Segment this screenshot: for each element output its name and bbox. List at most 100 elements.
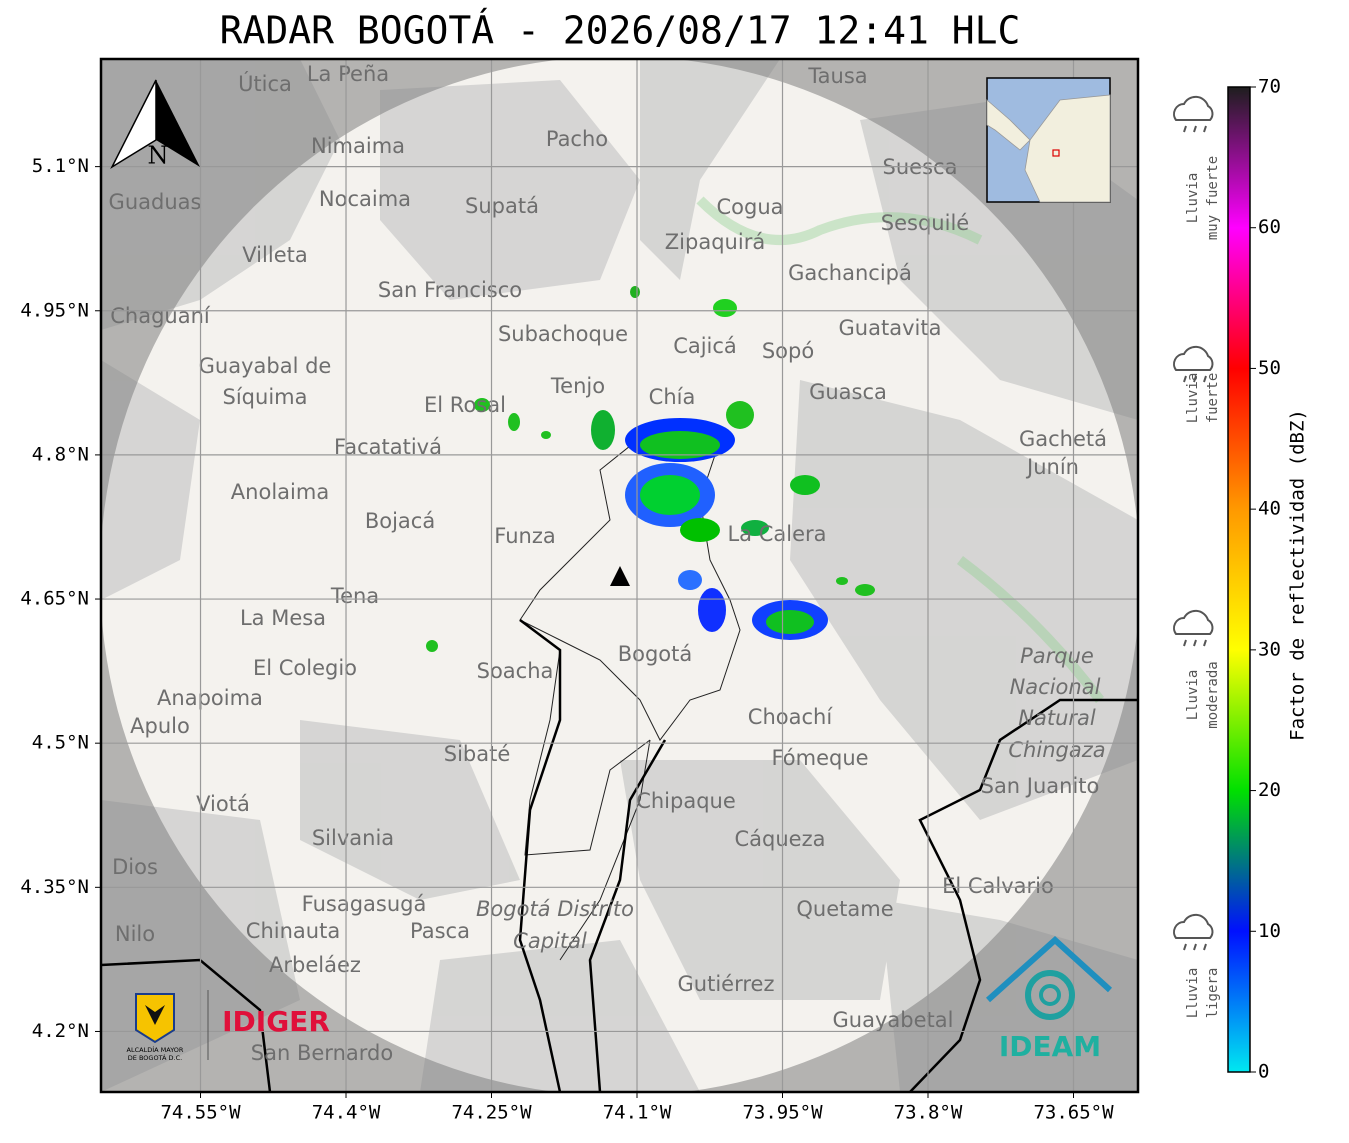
axis-ticks: 74.55°W 74.4°W 74.25°W 74.1°W 73.95°W 73.8°W 7… — [20, 155, 1114, 1123]
radar-site — [610, 566, 630, 586]
place-label: Soacha — [477, 659, 554, 683]
place-label: Parque — [1020, 644, 1094, 668]
logo-ideam: IDEAM — [985, 935, 1113, 1063]
colorbar-label: Factor de reflectividad (dBZ) — [1287, 409, 1309, 741]
rain-drops — [1183, 943, 1207, 951]
place-label: Gachancipá — [788, 261, 912, 285]
place-label: Gutiérrez — [678, 972, 775, 996]
colorbar-tick-label: 0 — [1258, 1061, 1269, 1083]
rain-drops — [1183, 125, 1207, 133]
place-label: La Peña — [307, 62, 389, 86]
rain-level-label: Lluvia — [1185, 670, 1201, 721]
alcaldia-line-2: DE BOGOTÁ D.C. — [128, 1053, 182, 1062]
place-label: Nilo — [115, 922, 155, 946]
place-label: Guaduas — [109, 190, 202, 214]
place-label: Natural — [1018, 706, 1096, 730]
title: RADAR BOGOTÁ - 2026/08/17 12:41 HLC — [220, 9, 1021, 53]
department-boundaries — [101, 619, 1138, 1092]
y-tick-label: 4.95°N — [20, 299, 89, 321]
rain-level-label: ligera — [1205, 968, 1221, 1019]
colorbar-tick-label: 40 — [1258, 498, 1281, 520]
place-label: Sibaté — [444, 742, 511, 766]
colorbar-tick-label: 30 — [1258, 638, 1281, 660]
y-tick-label: 4.2°N — [32, 1020, 89, 1042]
place-label: Útica — [238, 71, 292, 96]
north-label: N — [148, 142, 169, 170]
place-label: Arbeláez — [269, 953, 361, 977]
place-label: Guayabal de — [199, 354, 332, 378]
place-label: La Mesa — [240, 606, 326, 630]
logo-alcaldia: ALCALDÍA MAYOR DE BOGOTÁ D.C. IDIGER — [127, 990, 330, 1062]
idiger-logo: IDIGER — [222, 1005, 330, 1038]
place-label: Gachetá — [1019, 427, 1107, 451]
colorbar-tick-label: 60 — [1258, 216, 1281, 238]
colorbar-tick-label: 70 — [1258, 76, 1281, 98]
rain-level-label: Lluvia — [1185, 173, 1201, 224]
place-label: Guatavita — [839, 316, 942, 340]
place-label: Supatá — [465, 194, 539, 218]
place-label: San Francisco — [378, 278, 522, 302]
cloud-icon — [1173, 913, 1214, 939]
y-tick-label: 5.1°N — [32, 155, 89, 177]
place-label: Funza — [494, 524, 555, 548]
place-label: Anapoima — [157, 686, 263, 710]
place-label: El Calvario — [942, 874, 1054, 898]
inset-map — [986, 77, 1111, 203]
rain-drops — [1183, 375, 1207, 383]
forest — [696, 196, 1104, 704]
place-label: Tenjo — [550, 374, 605, 398]
place-label: Fusagasugá — [302, 892, 427, 916]
place-label: Chinauta — [246, 919, 340, 943]
grid — [101, 59, 1138, 1092]
place-labels: La Peña Útica Tausa Pacho Nimaima Guaduas Noca… — [109, 62, 1107, 1065]
map-frame — [99, 57, 1140, 1094]
x-tick-label: 73.8°W — [894, 1102, 963, 1124]
place-label: Silvania — [312, 826, 394, 850]
place-label: Nacional — [1010, 675, 1101, 699]
place-label: Nocaima — [319, 187, 411, 211]
place-label: Cajicá — [673, 334, 737, 358]
alcaldia-line-1: ALCALDÍA MAYOR — [127, 1045, 184, 1054]
place-label: San Juanito — [981, 774, 1100, 798]
place-label: Zipaquirá — [665, 230, 765, 254]
x-tick-label: 74.1°W — [603, 1102, 672, 1124]
x-tick-label: 73.65°W — [1033, 1102, 1114, 1124]
terrain — [101, 59, 1138, 1092]
rain-level-label: Lluvia — [1185, 373, 1201, 424]
rain-level-label: muy fuerte — [1205, 156, 1221, 240]
place-label: Chía — [649, 385, 696, 409]
place-label: Guasca — [809, 380, 887, 404]
place-label: Quetame — [796, 897, 893, 921]
colorbar-tick-label: 10 — [1258, 920, 1281, 942]
place-label: Choachí — [748, 705, 834, 729]
rain-level: Lluvia muy fuerte — [1173, 95, 1221, 240]
y-tick-label: 4.5°N — [32, 732, 89, 754]
place-label: Cogua — [716, 195, 783, 219]
place-label: Sopó — [762, 339, 814, 363]
place-label: El Rosal — [424, 393, 506, 417]
rain-level: Lluvia ligera — [1173, 913, 1221, 1019]
x-tick-label: 74.55°W — [160, 1102, 241, 1124]
y-tick-label: 4.35°N — [20, 876, 89, 898]
place-label: Fómeque — [771, 746, 868, 770]
place-label: Subachoque — [498, 322, 628, 346]
cloud-icon — [1173, 95, 1214, 121]
place-label: Viotá — [196, 792, 250, 816]
place-label: Apulo — [130, 714, 190, 738]
place-label: Pasca — [410, 919, 470, 943]
colorbar-ticks: 0 10 20 30 40 50 60 70 — [1250, 76, 1281, 1083]
place-label: El Colegio — [253, 656, 357, 680]
place-label: Tausa — [807, 64, 867, 88]
place-label: Cáqueza — [735, 827, 826, 851]
place-label: Nimaima — [311, 134, 405, 158]
cloud-icon — [1173, 609, 1214, 635]
place-label: Bojacá — [365, 509, 435, 533]
colorbar-tick-label: 50 — [1258, 357, 1281, 379]
rain-level-label: fuerte — [1205, 373, 1221, 424]
place-label: Junín — [1025, 455, 1079, 479]
radar-echoes — [426, 286, 875, 652]
colorbar — [1227, 86, 1251, 1073]
place-label: San Bernardo — [251, 1041, 393, 1065]
